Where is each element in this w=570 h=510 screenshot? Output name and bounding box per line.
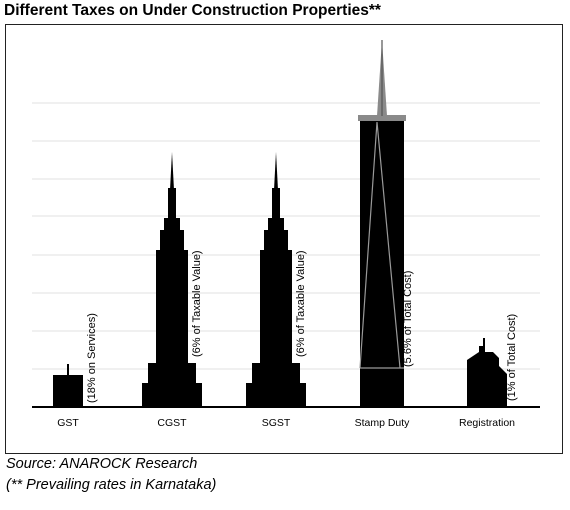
- bar-stamp-duty-facade: [359, 121, 401, 369]
- bar-sgst-spire: [274, 152, 278, 190]
- chart-frame: [5, 24, 563, 454]
- category-labels: GST CGST SGST Stamp Duty Registration: [57, 417, 515, 429]
- value-label: (6% of Taxable Value): [191, 250, 203, 357]
- value-label: (18% on Services): [86, 313, 98, 403]
- bar-stamp-duty: [358, 40, 406, 407]
- category-label: Stamp Duty: [355, 417, 411, 429]
- buildings: [53, 40, 507, 407]
- bar-registration: [467, 338, 507, 407]
- bar-registration-shape: [467, 338, 507, 407]
- value-label: (6% of Taxable Value): [295, 250, 307, 357]
- category-label: SGST: [262, 417, 291, 429]
- bar-gst-antenna: [67, 364, 69, 376]
- bar-sgst-tier: [272, 188, 280, 407]
- bar-stamp-duty-crown: [358, 115, 406, 121]
- bar-cgst: [142, 152, 202, 407]
- rates-note: (** Prevailing rates in Karnataka): [6, 477, 217, 493]
- category-label: GST: [57, 417, 79, 429]
- bar-sgst: [246, 152, 306, 407]
- value-label: (5.6% of Total Cost): [402, 271, 414, 367]
- source-note: Source: ANAROCK Research: [6, 456, 198, 472]
- bar-stamp-duty-tower: [360, 118, 404, 407]
- value-labels: (18% on Services) (6% of Taxable Value) (6…: [86, 250, 518, 403]
- chart-title: Different Taxes on Under Construction Pr…: [4, 2, 381, 19]
- category-label: Registration: [459, 417, 515, 429]
- bar-gst-block: [53, 375, 83, 407]
- value-label: (1% of Total Cost): [506, 314, 518, 401]
- bar-cgst-tier: [168, 188, 176, 407]
- category-label: CGST: [157, 417, 187, 429]
- bar-gst: [53, 364, 83, 407]
- bar-cgst-spire: [170, 152, 174, 190]
